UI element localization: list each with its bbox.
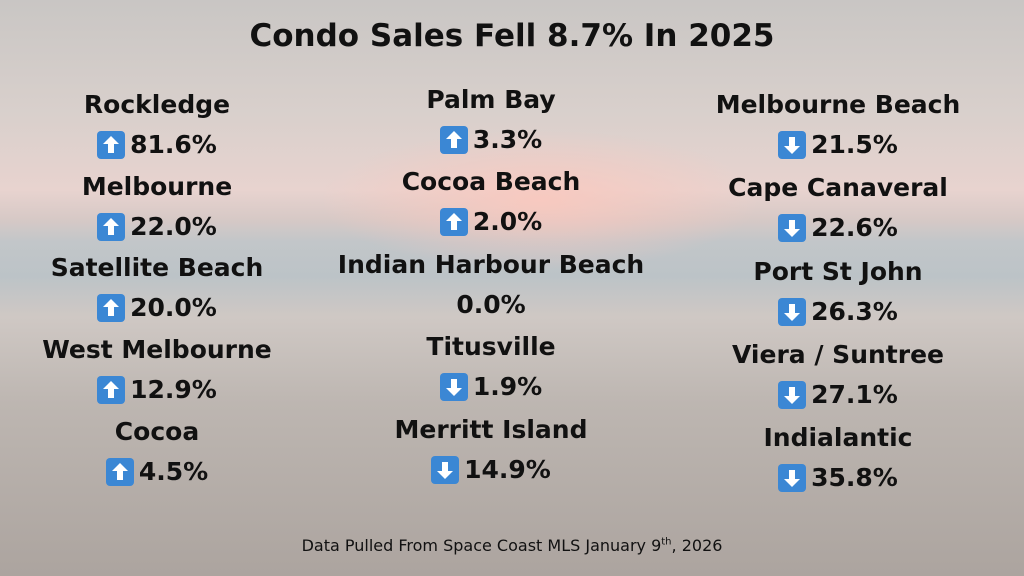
city-name: Cape Canaveral xyxy=(728,173,948,202)
change-value: 26.3% xyxy=(811,297,898,326)
footer-text: Data Pulled From Space Coast MLS January… xyxy=(301,536,662,555)
footer: Data Pulled From Space Coast MLS January… xyxy=(0,536,1024,555)
icon-arrow xyxy=(784,220,801,237)
change-value: 27.1% xyxy=(811,380,898,409)
arrow-icon xyxy=(431,456,460,484)
city-item: Cocoa Beach 2.0% xyxy=(321,162,661,242)
city-item: Indialantic 35.8% xyxy=(668,418,1008,498)
city-name: Viera / Suntree xyxy=(732,340,944,369)
arrow-icon xyxy=(97,131,126,159)
icon-arrow xyxy=(784,387,801,404)
arrow-icon xyxy=(778,381,807,409)
arrow-icon xyxy=(439,126,468,154)
icon-arrow xyxy=(784,470,801,487)
icon-arrow xyxy=(445,131,462,148)
change-row: 2.0% xyxy=(321,202,661,242)
change-value: 81.6% xyxy=(130,130,217,159)
footer-superscript: th xyxy=(661,536,672,548)
icon-arrow xyxy=(437,462,454,479)
icon-arrow xyxy=(784,137,801,154)
change-value: 1.9% xyxy=(472,372,543,401)
change-row: 3.3% xyxy=(321,120,661,160)
footer-text: , 2026 xyxy=(671,536,723,555)
arrow-icon xyxy=(778,214,807,242)
city-name: Titusville xyxy=(426,332,556,361)
change-value: 22.6% xyxy=(811,213,898,242)
change-row: 1.9% xyxy=(321,367,661,407)
icon-arrow xyxy=(445,213,462,230)
change-value: 0.0% xyxy=(456,290,526,319)
arrow-icon xyxy=(439,373,468,401)
city-name: Melbourne Beach xyxy=(715,90,961,119)
city-name: Indian Harbour Beach xyxy=(337,250,645,279)
city-name: Palm Bay xyxy=(426,85,556,114)
city-item: Indian Harbour Beach 0.0% xyxy=(321,245,661,325)
change-row: 20.0% xyxy=(0,288,327,328)
change-value: 12.9% xyxy=(130,375,217,404)
city-item: Merritt Island 14.9% xyxy=(321,410,661,490)
change-value: 3.3% xyxy=(472,125,543,154)
change-row: 22.0% xyxy=(0,207,327,247)
arrow-icon xyxy=(439,208,468,236)
city-name: Rockledge xyxy=(83,90,231,119)
change-row: 0.0% xyxy=(321,285,661,325)
change-value: 14.9% xyxy=(464,455,551,484)
arrow-icon xyxy=(778,298,807,326)
change-row: 27.1% xyxy=(668,375,1008,415)
city-name: Cocoa Beach xyxy=(401,167,581,196)
icon-arrow xyxy=(103,381,120,398)
city-name: Merritt Island xyxy=(394,415,588,444)
city-item: Titusville 1.9% xyxy=(321,327,661,407)
city-item: Cape Canaveral 22.6% xyxy=(668,168,1008,248)
change-value: 4.5% xyxy=(138,457,209,486)
icon-arrow xyxy=(111,463,128,480)
icon-arrow xyxy=(103,136,120,153)
change-row: 21.5% xyxy=(668,125,1008,165)
city-item: Satellite Beach 20.0% xyxy=(0,248,327,328)
title: Condo Sales Fell 8.7% In 2025 xyxy=(249,18,775,54)
arrow-icon xyxy=(778,131,807,159)
city-name: West Melbourne xyxy=(42,335,272,364)
change-value: 2.0% xyxy=(472,207,543,236)
change-row: 35.8% xyxy=(668,458,1008,498)
change-row: 12.9% xyxy=(0,370,327,410)
change-value: 21.5% xyxy=(811,130,898,159)
city-item: Port St John 26.3% xyxy=(668,252,1008,332)
city-item: Melbourne Beach 21.5% xyxy=(668,85,1008,165)
city-name: Melbourne xyxy=(81,172,233,201)
change-value: 35.8% xyxy=(811,463,898,492)
city-item: Melbourne 22.0% xyxy=(0,167,327,247)
arrow-icon xyxy=(97,213,126,241)
change-row: 14.9% xyxy=(321,450,661,490)
city-name: Cocoa xyxy=(114,417,200,446)
icon-arrow xyxy=(103,299,120,316)
city-item: Cocoa 4.5% xyxy=(0,412,327,492)
icon-arrow xyxy=(103,218,120,235)
arrow-icon xyxy=(105,458,134,486)
change-row: 81.6% xyxy=(0,125,327,165)
city-item: Viera / Suntree 27.1% xyxy=(668,335,1008,415)
change-row: 22.6% xyxy=(668,208,1008,248)
change-value: 22.0% xyxy=(130,212,217,241)
city-name: Indialantic xyxy=(763,423,913,452)
icon-arrow xyxy=(784,304,801,321)
arrow-icon xyxy=(97,294,126,322)
city-item: West Melbourne 12.9% xyxy=(0,330,327,410)
change-row: 26.3% xyxy=(668,292,1008,332)
city-item: Palm Bay 3.3% xyxy=(321,80,661,160)
icon-arrow xyxy=(445,379,462,396)
city-name: Satellite Beach xyxy=(50,253,264,282)
city-name: Port St John xyxy=(753,257,923,286)
arrow-icon xyxy=(97,376,126,404)
arrow-icon xyxy=(778,464,807,492)
city-item: Rockledge 81.6% xyxy=(0,85,327,165)
change-value: 20.0% xyxy=(130,293,217,322)
change-row: 4.5% xyxy=(0,452,327,492)
